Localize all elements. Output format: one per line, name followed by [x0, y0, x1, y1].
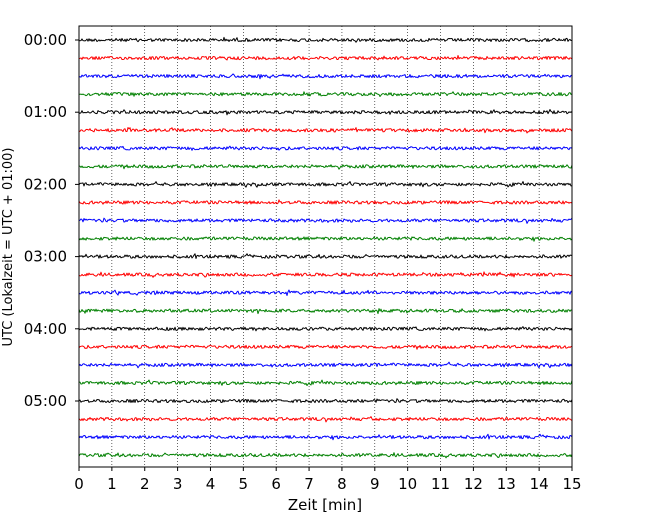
trace-line-5	[78, 127, 573, 134]
plot-frame	[78, 25, 573, 468]
y-tick-label-0: 00:00	[24, 31, 67, 49]
trace-line-20	[78, 398, 573, 404]
plot-background	[79, 26, 572, 467]
trace-line-2	[78, 73, 573, 80]
trace-line-4	[78, 109, 573, 116]
y-axis-label: UTC (Lokalzeit = UTC + 01:00)	[1, 148, 16, 347]
trace-line-19	[78, 379, 573, 387]
y-tick-label-3: 03:00	[24, 248, 67, 266]
y-axis-ticks: 00:00 01:00 02:00 03:00 04:00 05:00	[24, 31, 79, 410]
x-tick-label-4: 4	[206, 475, 216, 493]
trace-line-18	[78, 361, 573, 369]
x-tick-label-8: 8	[337, 475, 347, 493]
trace-line-3	[78, 91, 573, 98]
x-axis-label: Zeit [min]	[288, 496, 362, 514]
trace-line-9	[78, 199, 573, 205]
x-tick-label-10: 10	[398, 475, 417, 493]
x-tick-label-13: 13	[497, 475, 516, 493]
trace-line-8	[78, 181, 573, 188]
x-tick-label-7: 7	[304, 475, 314, 493]
y-tick-label-4: 04:00	[24, 320, 67, 338]
x-axis-ticks: 0 1 2 3 4 5 6 7 8 9 10 11 12 13 14 15	[74, 467, 582, 493]
x-tick-label-14: 14	[530, 475, 549, 493]
x-tick-label-2: 2	[140, 475, 150, 493]
y-tick-label-5: 05:00	[24, 392, 67, 410]
trace-line-7	[78, 164, 573, 170]
trace-line-0	[78, 36, 573, 43]
y-tick-label-2: 02:00	[24, 175, 67, 193]
trace-line-12	[78, 253, 573, 259]
trace-line-23	[78, 452, 573, 459]
x-tick-label-0: 0	[74, 475, 84, 493]
trace-line-6	[78, 145, 573, 151]
x-tick-label-3: 3	[173, 475, 183, 493]
x-tick-label-15: 15	[562, 475, 581, 493]
x-tick-label-11: 11	[431, 475, 450, 493]
seismic-traces	[78, 36, 573, 459]
trace-line-22	[78, 433, 573, 441]
trace-line-21	[78, 416, 573, 423]
trace-line-11	[78, 236, 573, 242]
trace-line-14	[78, 289, 573, 296]
trace-line-17	[78, 344, 573, 350]
trace-line-15	[78, 308, 573, 315]
x-tick-label-1: 1	[107, 475, 117, 493]
x-tick-label-5: 5	[239, 475, 249, 493]
x-tick-label-12: 12	[464, 475, 483, 493]
trace-line-16	[78, 326, 573, 332]
x-tick-label-6: 6	[271, 475, 281, 493]
trace-line-1	[78, 54, 573, 61]
x-tick-label-9: 9	[370, 475, 380, 493]
trace-line-10	[78, 217, 573, 224]
trace-line-13	[78, 271, 573, 278]
y-tick-label-1: 01:00	[24, 103, 67, 121]
